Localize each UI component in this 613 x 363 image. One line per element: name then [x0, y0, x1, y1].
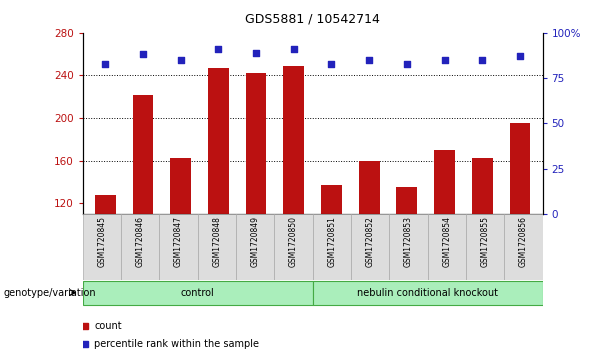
- Bar: [83, 281, 313, 305]
- Bar: [313, 214, 351, 280]
- Text: GSM1720849: GSM1720849: [251, 216, 260, 267]
- Point: [289, 46, 299, 52]
- Text: GSM1720856: GSM1720856: [519, 216, 528, 267]
- Bar: [236, 214, 275, 280]
- Bar: [427, 214, 466, 280]
- Text: percentile rank within the sample: percentile rank within the sample: [94, 339, 259, 349]
- Text: nebulin conditional knockout: nebulin conditional knockout: [357, 287, 498, 298]
- Bar: [83, 214, 121, 280]
- Bar: [472, 158, 493, 214]
- Bar: [359, 161, 379, 214]
- Point: [213, 46, 223, 52]
- Point: [138, 52, 148, 57]
- Bar: [132, 95, 153, 214]
- Text: GSM1720851: GSM1720851: [327, 216, 337, 267]
- Bar: [170, 158, 191, 214]
- Text: GSM1720853: GSM1720853: [404, 216, 413, 267]
- Bar: [504, 214, 543, 280]
- Bar: [313, 281, 543, 305]
- Point: [364, 57, 374, 63]
- Bar: [509, 123, 530, 214]
- Text: GSM1720846: GSM1720846: [135, 216, 145, 267]
- Text: GSM1720852: GSM1720852: [365, 216, 375, 267]
- Point: [176, 57, 186, 63]
- Text: count: count: [94, 321, 122, 331]
- Point: [402, 61, 412, 66]
- Bar: [434, 150, 455, 214]
- Text: GSM1720854: GSM1720854: [442, 216, 451, 267]
- Bar: [197, 214, 236, 280]
- Point: [440, 57, 449, 63]
- Point: [101, 61, 110, 66]
- Point: [515, 53, 525, 59]
- Text: GSM1720847: GSM1720847: [174, 216, 183, 267]
- Bar: [466, 214, 504, 280]
- Point: [327, 61, 337, 66]
- Text: GSM1720848: GSM1720848: [212, 216, 221, 267]
- Text: GSM1720845: GSM1720845: [97, 216, 107, 267]
- Bar: [208, 68, 229, 214]
- Bar: [397, 187, 417, 214]
- Bar: [321, 185, 342, 214]
- Bar: [95, 195, 116, 214]
- Text: GSM1720850: GSM1720850: [289, 216, 298, 267]
- Bar: [351, 214, 389, 280]
- Point: [478, 57, 487, 63]
- Bar: [246, 73, 267, 214]
- Text: genotype/variation: genotype/variation: [3, 287, 96, 298]
- Text: GDS5881 / 10542714: GDS5881 / 10542714: [245, 13, 380, 26]
- Text: control: control: [181, 287, 215, 298]
- Bar: [121, 214, 159, 280]
- Bar: [283, 66, 304, 214]
- Bar: [159, 214, 197, 280]
- Bar: [275, 214, 313, 280]
- Point: [251, 50, 261, 56]
- Text: GSM1720855: GSM1720855: [481, 216, 490, 267]
- Bar: [389, 214, 428, 280]
